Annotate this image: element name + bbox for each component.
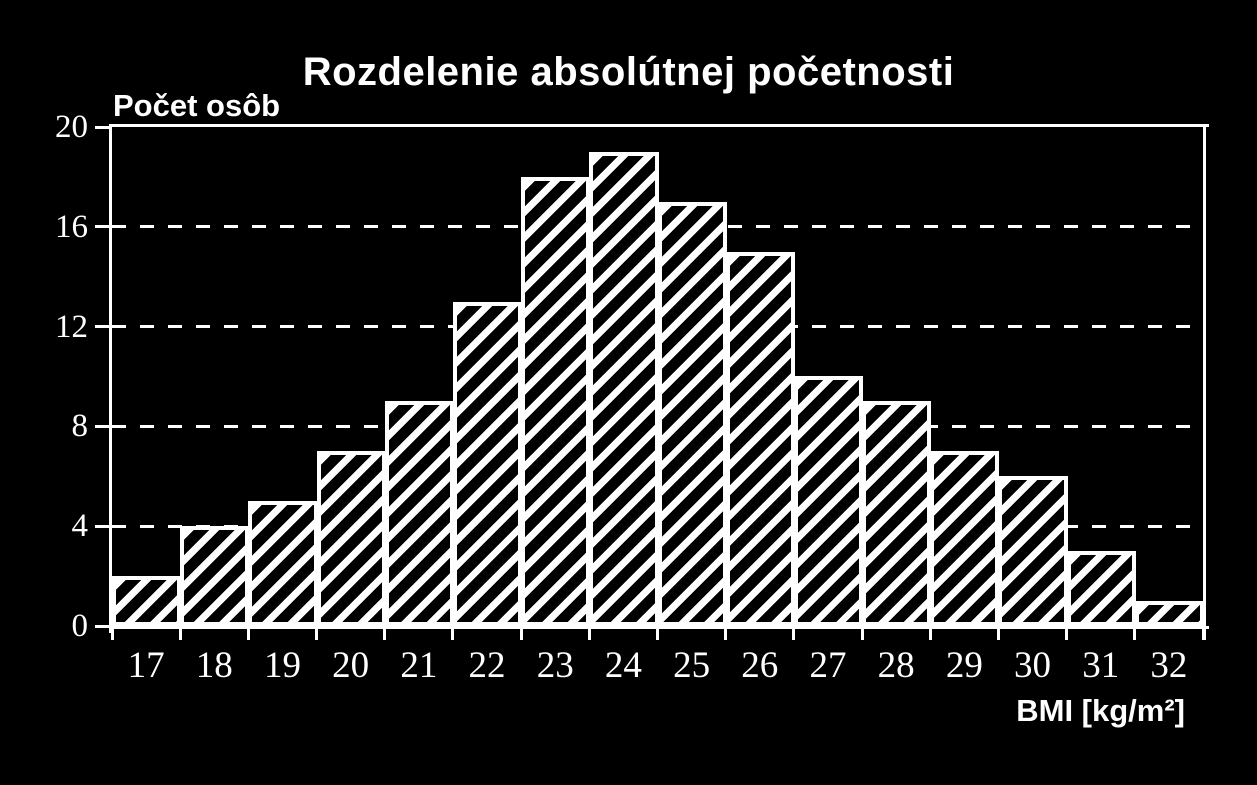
x-tick-1 (178, 626, 182, 640)
y-tick-label-12: 12 (55, 308, 88, 345)
x-tick-0 (110, 626, 114, 640)
x-tick-3 (315, 626, 319, 640)
x-tick-10 (792, 626, 796, 640)
x-tick-label-19: 19 (263, 645, 301, 686)
x-tick-label-22: 22 (468, 645, 506, 686)
x-tick-label-28: 28 (877, 645, 915, 686)
bar-bmi-21 (384, 401, 454, 626)
x-tick-6 (519, 626, 523, 640)
x-tick-2 (246, 626, 250, 640)
x-tick-15 (1133, 626, 1137, 640)
y-tick-16 (95, 225, 112, 229)
bar-bmi-29 (930, 451, 1000, 626)
plot-area (112, 127, 1204, 626)
bar-bmi-31 (1066, 551, 1136, 626)
x-tick-label-29: 29 (945, 645, 983, 686)
plot-right-border (1203, 124, 1206, 640)
x-tick-label-17: 17 (127, 645, 165, 686)
y-tick-label-20: 20 (55, 109, 88, 145)
x-tick-7 (587, 626, 591, 640)
bar-bmi-18 (180, 526, 250, 626)
bar-bmi-22 (452, 302, 523, 626)
x-tick-label-26: 26 (741, 645, 779, 686)
plot-top-border (109, 124, 1209, 127)
x-tick-label-30: 30 (1014, 645, 1052, 686)
x-axis-line (109, 626, 1209, 629)
bar-bmi-23 (521, 177, 591, 626)
x-tick-label-25: 25 (673, 645, 711, 686)
bar-bmi-25 (657, 202, 727, 626)
y-tick-0 (95, 624, 112, 628)
bar-bmi-32 (1134, 601, 1204, 626)
x-tick-label-24: 24 (604, 645, 642, 686)
y-tick-8 (95, 424, 112, 428)
x-axis-title: BMI [kg/m²] (1016, 693, 1185, 728)
x-tick-label-18: 18 (195, 645, 233, 686)
bar-bmi-26 (725, 252, 795, 626)
y-tick-label-4: 4 (71, 508, 89, 545)
x-tick-label-27: 27 (809, 645, 847, 686)
y-axis-line (109, 124, 112, 633)
x-tick-label-21: 21 (400, 645, 438, 686)
x-tick-label-23: 23 (536, 645, 574, 686)
bar-bmi-19 (248, 501, 318, 626)
x-tick-11 (860, 626, 864, 640)
x-tick-5 (451, 626, 455, 640)
y-tick-12 (95, 325, 112, 329)
y-tick-20 (95, 125, 112, 129)
x-tick-9 (724, 626, 728, 640)
bar-bmi-20 (316, 451, 386, 626)
y-axis-title: Počet osôb (113, 88, 281, 123)
y-tick-label-8: 8 (71, 408, 89, 445)
bar-bmi-24 (589, 152, 659, 626)
bar-bmi-28 (862, 401, 932, 626)
x-tick-14 (1065, 626, 1069, 640)
bar-bmi-17 (112, 576, 182, 626)
bar-bmi-30 (998, 476, 1068, 626)
chart-title: Rozdelenie absolútnej početnosti (302, 50, 955, 94)
x-tick-label-32: 32 (1150, 645, 1188, 686)
x-tick-label-20: 20 (332, 645, 370, 686)
x-tick-8 (656, 626, 659, 640)
bar-bmi-27 (793, 376, 864, 626)
x-tick-label-31: 31 (1082, 645, 1120, 686)
x-tick-12 (928, 626, 932, 640)
x-tick-13 (996, 626, 1000, 640)
x-tick-4 (383, 626, 387, 640)
y-tick-label-0: 0 (71, 608, 89, 644)
y-tick-label-16: 16 (55, 208, 88, 245)
x-tick-16 (1201, 626, 1205, 640)
y-tick-4 (95, 524, 112, 528)
